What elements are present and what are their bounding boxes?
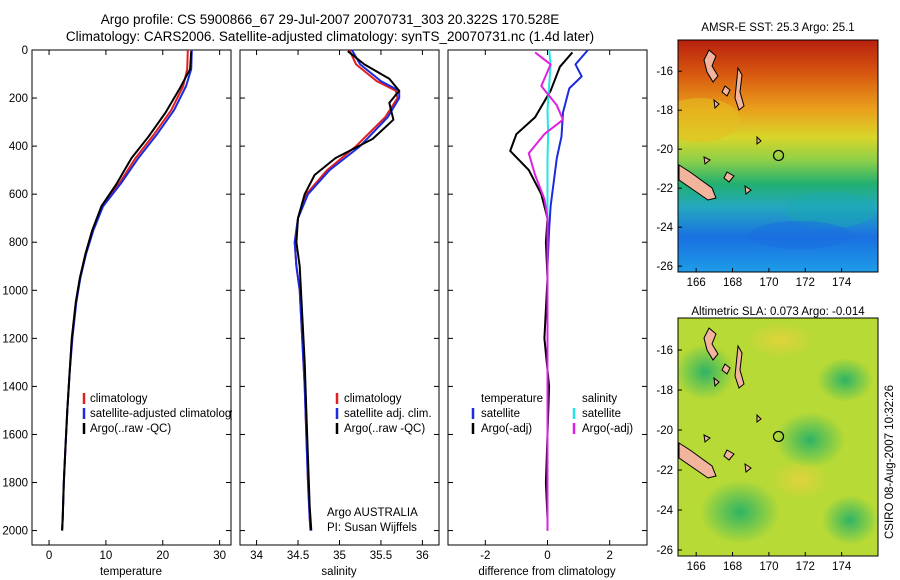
- sst-land: [678, 49, 762, 201]
- legend-heading-salinity: salinity: [582, 393, 617, 405]
- pressure-tick-label: 2000: [2, 526, 28, 538]
- map-lat-label: -26: [656, 261, 673, 273]
- pressure-tick-label: 1800: [2, 478, 28, 490]
- legend-heading-temperature: temperature: [481, 393, 543, 405]
- timestamp-label: CSIRO 08-Aug-2007 10:32:26: [884, 385, 896, 539]
- sst-float-marker: [772, 149, 785, 162]
- pressure-tick-label: 1000: [2, 285, 28, 297]
- map-lon-label: 172: [796, 561, 815, 573]
- legend-label-sal-argo: Argo(-adj): [582, 423, 633, 435]
- map-lon-label: 174: [832, 277, 852, 289]
- map-lon-label: 168: [723, 277, 742, 289]
- sla-float-marker: [772, 430, 785, 443]
- sst-map-frame: [677, 39, 879, 273]
- sst-map-title: AMSR-E SST: 25.3 Argo: 25.1: [701, 22, 854, 34]
- temperature-panel: 0 10 20 30 0 200 400 600 800 1000 1200 1400 1600 1800…: [2, 45, 237, 578]
- salinity-xlabel: salinity: [321, 566, 356, 578]
- legend-label-climatology: climatology: [90, 393, 148, 405]
- legend-overflow-mask: [232, 380, 239, 440]
- diff-xtick-label: 2: [606, 550, 612, 562]
- sla-low-patch: [817, 358, 873, 402]
- diff-series-3: [527, 51, 564, 531]
- temperature-legend: climatology satellite-adjusted climatolo…: [82, 393, 237, 435]
- sla-land: [678, 327, 762, 479]
- map-lon-label: 174: [832, 561, 852, 573]
- difference-panel: -2 0 2 temperature satellite Argo(-adj) sa…: [447, 49, 648, 578]
- map-lat-label: -16: [656, 66, 673, 78]
- pressure-tick-label: 800: [9, 237, 28, 249]
- sla-map-panel: Altimetric SLA: 0.073 Argo: -0.014: [656, 306, 879, 573]
- map-lat-label: -26: [656, 545, 673, 557]
- temp-series-2: [61, 51, 193, 531]
- pressure-tick-label: 0: [22, 45, 28, 57]
- temp-xtick-label: 0: [46, 550, 52, 562]
- map-lat-label: -20: [656, 144, 673, 156]
- sla-low-patch: [700, 480, 780, 544]
- figure-title-line1: Argo profile: CS 5900866_67 29-Jul-2007 …: [100, 12, 560, 27]
- pressure-tick-label: 200: [9, 93, 28, 105]
- sla-high-patch: [770, 460, 830, 500]
- map-lat-label: -22: [656, 183, 673, 195]
- sal-xtick-label: 35.5: [370, 550, 392, 562]
- pressure-tick-label: 600: [9, 189, 28, 201]
- salinity-axes-box: [239, 49, 440, 546]
- pi-annotation: PI: Susan Wijffels: [327, 522, 417, 534]
- map-lon-label: 172: [796, 277, 815, 289]
- sst-cool-patch: [785, 192, 875, 228]
- temp-xtick-label: 10: [100, 550, 113, 562]
- legend-label-temp-satellite: satellite: [481, 408, 520, 420]
- map-lat-label: -20: [656, 425, 673, 437]
- sal-xtick-label: 35: [333, 550, 346, 562]
- temp-xtick-label: 20: [156, 550, 169, 562]
- legend-label-argo: Argo(..raw -QC): [90, 423, 171, 435]
- salinity-panel: 34 34.5 35 35.5 36 climatology satellite adj…: [239, 49, 440, 578]
- sla-map-frame: [677, 317, 879, 557]
- difference-legend: temperature satellite Argo(-adj) salinit…: [471, 393, 633, 435]
- legend-label-temp-argo: Argo(-adj): [481, 423, 532, 435]
- legend-label-satellite: satellite-adjusted climatology: [90, 408, 237, 420]
- pressure-tick-label: 400: [9, 141, 28, 153]
- sal-xtick-label: 36: [416, 550, 429, 562]
- sst-map-panel: AMSR-E SST: 25.3 Argo: 25.1 166 168 170 172…: [656, 22, 879, 289]
- map-lon-label: 166: [687, 277, 706, 289]
- difference-xlabel: difference from climatology: [478, 566, 615, 578]
- legend-label-satellite: satellite adj. clim.: [344, 408, 432, 420]
- legend-label-argo: Argo(..raw -QC): [344, 423, 425, 435]
- pressure-tick-label: 1400: [2, 381, 28, 393]
- map-lat-label: -18: [656, 385, 673, 397]
- sal-xtick-label: 34.5: [287, 550, 309, 562]
- legend-label-climatology: climatology: [344, 393, 402, 405]
- sla-high-patch: [745, 322, 815, 358]
- map-lat-label: -18: [656, 105, 673, 117]
- map-lon-label: 168: [723, 561, 742, 573]
- map-lon-label: 170: [759, 561, 778, 573]
- map-lat-label: -16: [656, 345, 673, 357]
- temperature-xlabel: temperature: [100, 566, 162, 578]
- diff-xtick-label: 0: [544, 550, 550, 562]
- sla-low-patch: [775, 412, 845, 468]
- map-lat-label: -22: [656, 465, 673, 477]
- owner-annotation: Argo AUSTRALIA: [327, 507, 418, 519]
- map-lon-label: 166: [687, 561, 706, 573]
- pressure-tick-label: 1600: [2, 429, 28, 441]
- sst-warm-patch: [678, 98, 740, 142]
- diff-xtick-label: -2: [480, 550, 490, 562]
- figure-title-line2: Climatology: CARS2006. Satellite-adjuste…: [65, 29, 595, 44]
- sla-low-patch: [678, 344, 735, 400]
- sla-map-title: Altimetric SLA: 0.073 Argo: -0.014: [691, 306, 865, 318]
- sla-low-patch: [822, 495, 878, 545]
- sst-cold-patch: [750, 221, 850, 249]
- map-lon-label: 170: [759, 277, 778, 289]
- salinity-legend: climatology satellite adj. clim. Argo(..…: [335, 393, 432, 435]
- sal-series-2: [295, 50, 401, 531]
- temp-xtick-label: 30: [213, 550, 226, 562]
- map-lat-label: -24: [656, 222, 673, 234]
- legend-label-sal-satellite: satellite: [582, 408, 621, 420]
- temperature-axes-box: [31, 49, 232, 546]
- pressure-tick-label: 1200: [2, 333, 28, 345]
- sal-xtick-label: 34: [250, 550, 263, 562]
- map-lat-label: -24: [656, 505, 673, 517]
